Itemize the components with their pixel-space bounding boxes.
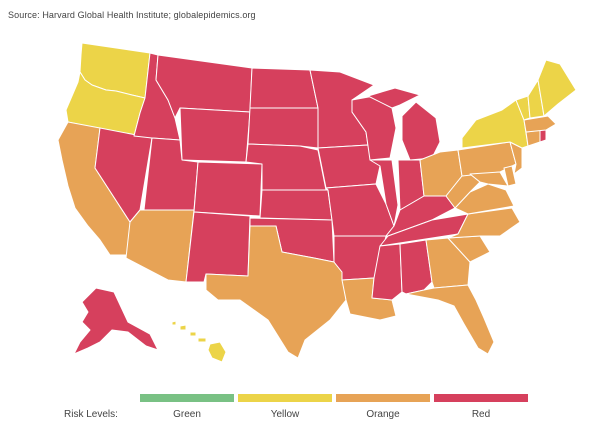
state-ny[interactable] — [461, 99, 529, 149]
state-hi[interactable] — [171, 320, 227, 363]
legend-swatch-yellow — [238, 394, 332, 402]
state-ma[interactable] — [523, 115, 557, 133]
state-wy[interactable] — [179, 107, 251, 163]
state-md[interactable] — [469, 171, 509, 187]
legend-title: Risk Levels: — [64, 409, 118, 420]
legend-swatch-green — [140, 394, 234, 402]
state-ia[interactable] — [317, 144, 381, 189]
legend-label-orange: Orange — [366, 409, 400, 420]
legend-label-green: Green — [173, 409, 201, 420]
state-sd[interactable] — [247, 107, 319, 149]
state-tx[interactable] — [205, 225, 347, 359]
state-az[interactable] — [125, 209, 195, 283]
state-de[interactable] — [503, 165, 517, 187]
legend-label-yellow: Yellow — [270, 409, 300, 420]
state-nd[interactable] — [249, 67, 319, 109]
legend-swatch-red — [434, 394, 528, 402]
state-ri[interactable] — [539, 129, 547, 143]
legend-label-red: Red — [471, 409, 491, 420]
state-nm[interactable] — [185, 211, 251, 283]
state-mi[interactable] — [367, 87, 441, 161]
state-co[interactable] — [193, 161, 263, 217]
state-ak[interactable] — [73, 287, 159, 355]
state-fl[interactable] — [405, 284, 495, 355]
source-note: Source: Harvard Global Health Institute;… — [8, 10, 256, 20]
state-me[interactable] — [537, 59, 577, 117]
legend: Risk Levels: Green Yellow Orange Red — [0, 384, 600, 424]
state-ks[interactable] — [259, 189, 333, 221]
legend-swatch-orange — [336, 394, 430, 402]
